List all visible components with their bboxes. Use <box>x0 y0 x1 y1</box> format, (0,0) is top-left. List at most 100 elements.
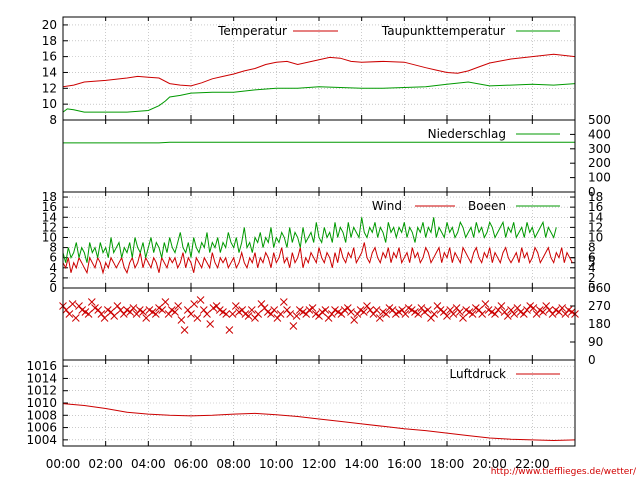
direction-point <box>452 304 461 312</box>
y-tick-label: 14 <box>42 210 57 224</box>
direction-point <box>324 314 333 322</box>
direction-point <box>283 306 291 314</box>
y-tick-label: 4 <box>588 261 596 275</box>
direction-point <box>388 306 397 314</box>
y-tick-label: 16 <box>42 200 57 214</box>
x-tick-label: 14:00 <box>344 457 379 471</box>
direction-point <box>110 312 119 320</box>
direction-point <box>350 316 359 324</box>
direction-point <box>164 310 173 318</box>
direction-point <box>97 310 106 318</box>
direction-point <box>71 314 80 322</box>
direction-point <box>507 306 515 314</box>
y-tick-label: 1006 <box>26 421 57 435</box>
y-tick-label: 1008 <box>26 408 57 422</box>
direction-point <box>174 302 183 310</box>
direction-point <box>183 306 192 314</box>
direction-point <box>308 304 317 312</box>
y-tick-label: 18 <box>42 190 57 204</box>
direction-point <box>254 310 263 318</box>
direction-point <box>302 310 311 318</box>
direction-point <box>292 312 301 320</box>
panel-frame <box>62 287 576 361</box>
y-tick-label: 4 <box>49 261 57 275</box>
direction-point <box>129 304 138 312</box>
direction-point <box>475 306 483 314</box>
direction-point <box>455 308 464 316</box>
y-tick-label: 8 <box>49 113 57 127</box>
direction-point <box>439 308 448 316</box>
direction-point <box>430 310 439 318</box>
direction-point <box>180 326 189 334</box>
x-tick-label: 10:00 <box>259 457 294 471</box>
direction-point <box>481 300 490 308</box>
direction-point <box>497 302 506 310</box>
direction-point <box>347 308 355 316</box>
direction-point <box>443 312 451 320</box>
x-tick-label: 04:00 <box>131 457 166 471</box>
x-tick-label: 20:00 <box>472 457 507 471</box>
direction-point <box>238 306 247 314</box>
direction-point <box>523 306 531 314</box>
y-tick-label: 500 <box>588 113 611 127</box>
direction-point <box>247 306 256 314</box>
direction-point <box>327 310 336 318</box>
direction-point <box>62 306 71 314</box>
y-tick-label: 270 <box>588 299 611 313</box>
y-tick-label: 200 <box>588 156 611 170</box>
y-tick-label: 18 <box>588 190 603 204</box>
direction-point <box>478 310 487 318</box>
y-tick-label: 2 <box>49 271 57 285</box>
direction-point <box>561 310 570 318</box>
direction-point <box>519 310 528 318</box>
y-tick-label: 12 <box>42 81 57 95</box>
direction-point <box>510 310 519 318</box>
direction-point <box>446 306 455 314</box>
direction-point <box>343 304 352 312</box>
direction-point <box>315 312 323 320</box>
y-tick-label: 18 <box>42 34 57 48</box>
y-tick-label: 0 <box>49 281 57 295</box>
y-tick-label: 0 <box>588 281 596 295</box>
legend-label: Niederschlag <box>428 127 506 141</box>
temperatur-line <box>62 53 576 88</box>
right-axis-label: 6 <box>588 251 596 265</box>
direction-point <box>289 322 298 330</box>
direction-point <box>119 310 128 318</box>
direction-point <box>65 310 74 318</box>
panel-frame <box>62 359 576 447</box>
direction-point <box>151 310 160 318</box>
direction-point <box>363 302 371 310</box>
credit-link[interactable]: http://www.tiefflieges.de/wetter/ <box>490 467 636 477</box>
direction-point <box>539 308 547 316</box>
direction-point <box>193 314 202 322</box>
x-tick-label: 00:00 <box>46 457 81 471</box>
direction-point <box>375 314 384 322</box>
direction-point <box>276 310 285 318</box>
legend-label: Taupunkttemperatur <box>381 24 505 38</box>
direction-point <box>116 306 125 314</box>
direction-point <box>225 326 234 334</box>
y-tick-label: 360 <box>588 281 611 295</box>
niederschlag-line <box>63 141 575 144</box>
direction-point <box>171 308 179 316</box>
y-tick-label: 1014 <box>26 371 57 385</box>
y-tick-label: 14 <box>42 65 57 79</box>
direction-point <box>449 310 458 318</box>
direction-point <box>244 312 253 320</box>
direction-point <box>491 310 499 318</box>
y-tick-label: 20 <box>42 18 57 32</box>
legend-label: Boeen <box>468 199 506 213</box>
direction-point <box>177 316 186 324</box>
y-tick-label: 1012 <box>26 384 57 398</box>
direction-point <box>132 310 141 318</box>
x-tick-label: 16:00 <box>387 457 422 471</box>
legend-label: Temperatur <box>217 24 287 38</box>
x-tick-label: 06:00 <box>174 457 209 471</box>
direction-point <box>542 302 551 310</box>
direction-point <box>417 304 426 312</box>
y-tick-label: 12 <box>588 220 603 234</box>
x-tick-label: 08:00 <box>216 457 251 471</box>
